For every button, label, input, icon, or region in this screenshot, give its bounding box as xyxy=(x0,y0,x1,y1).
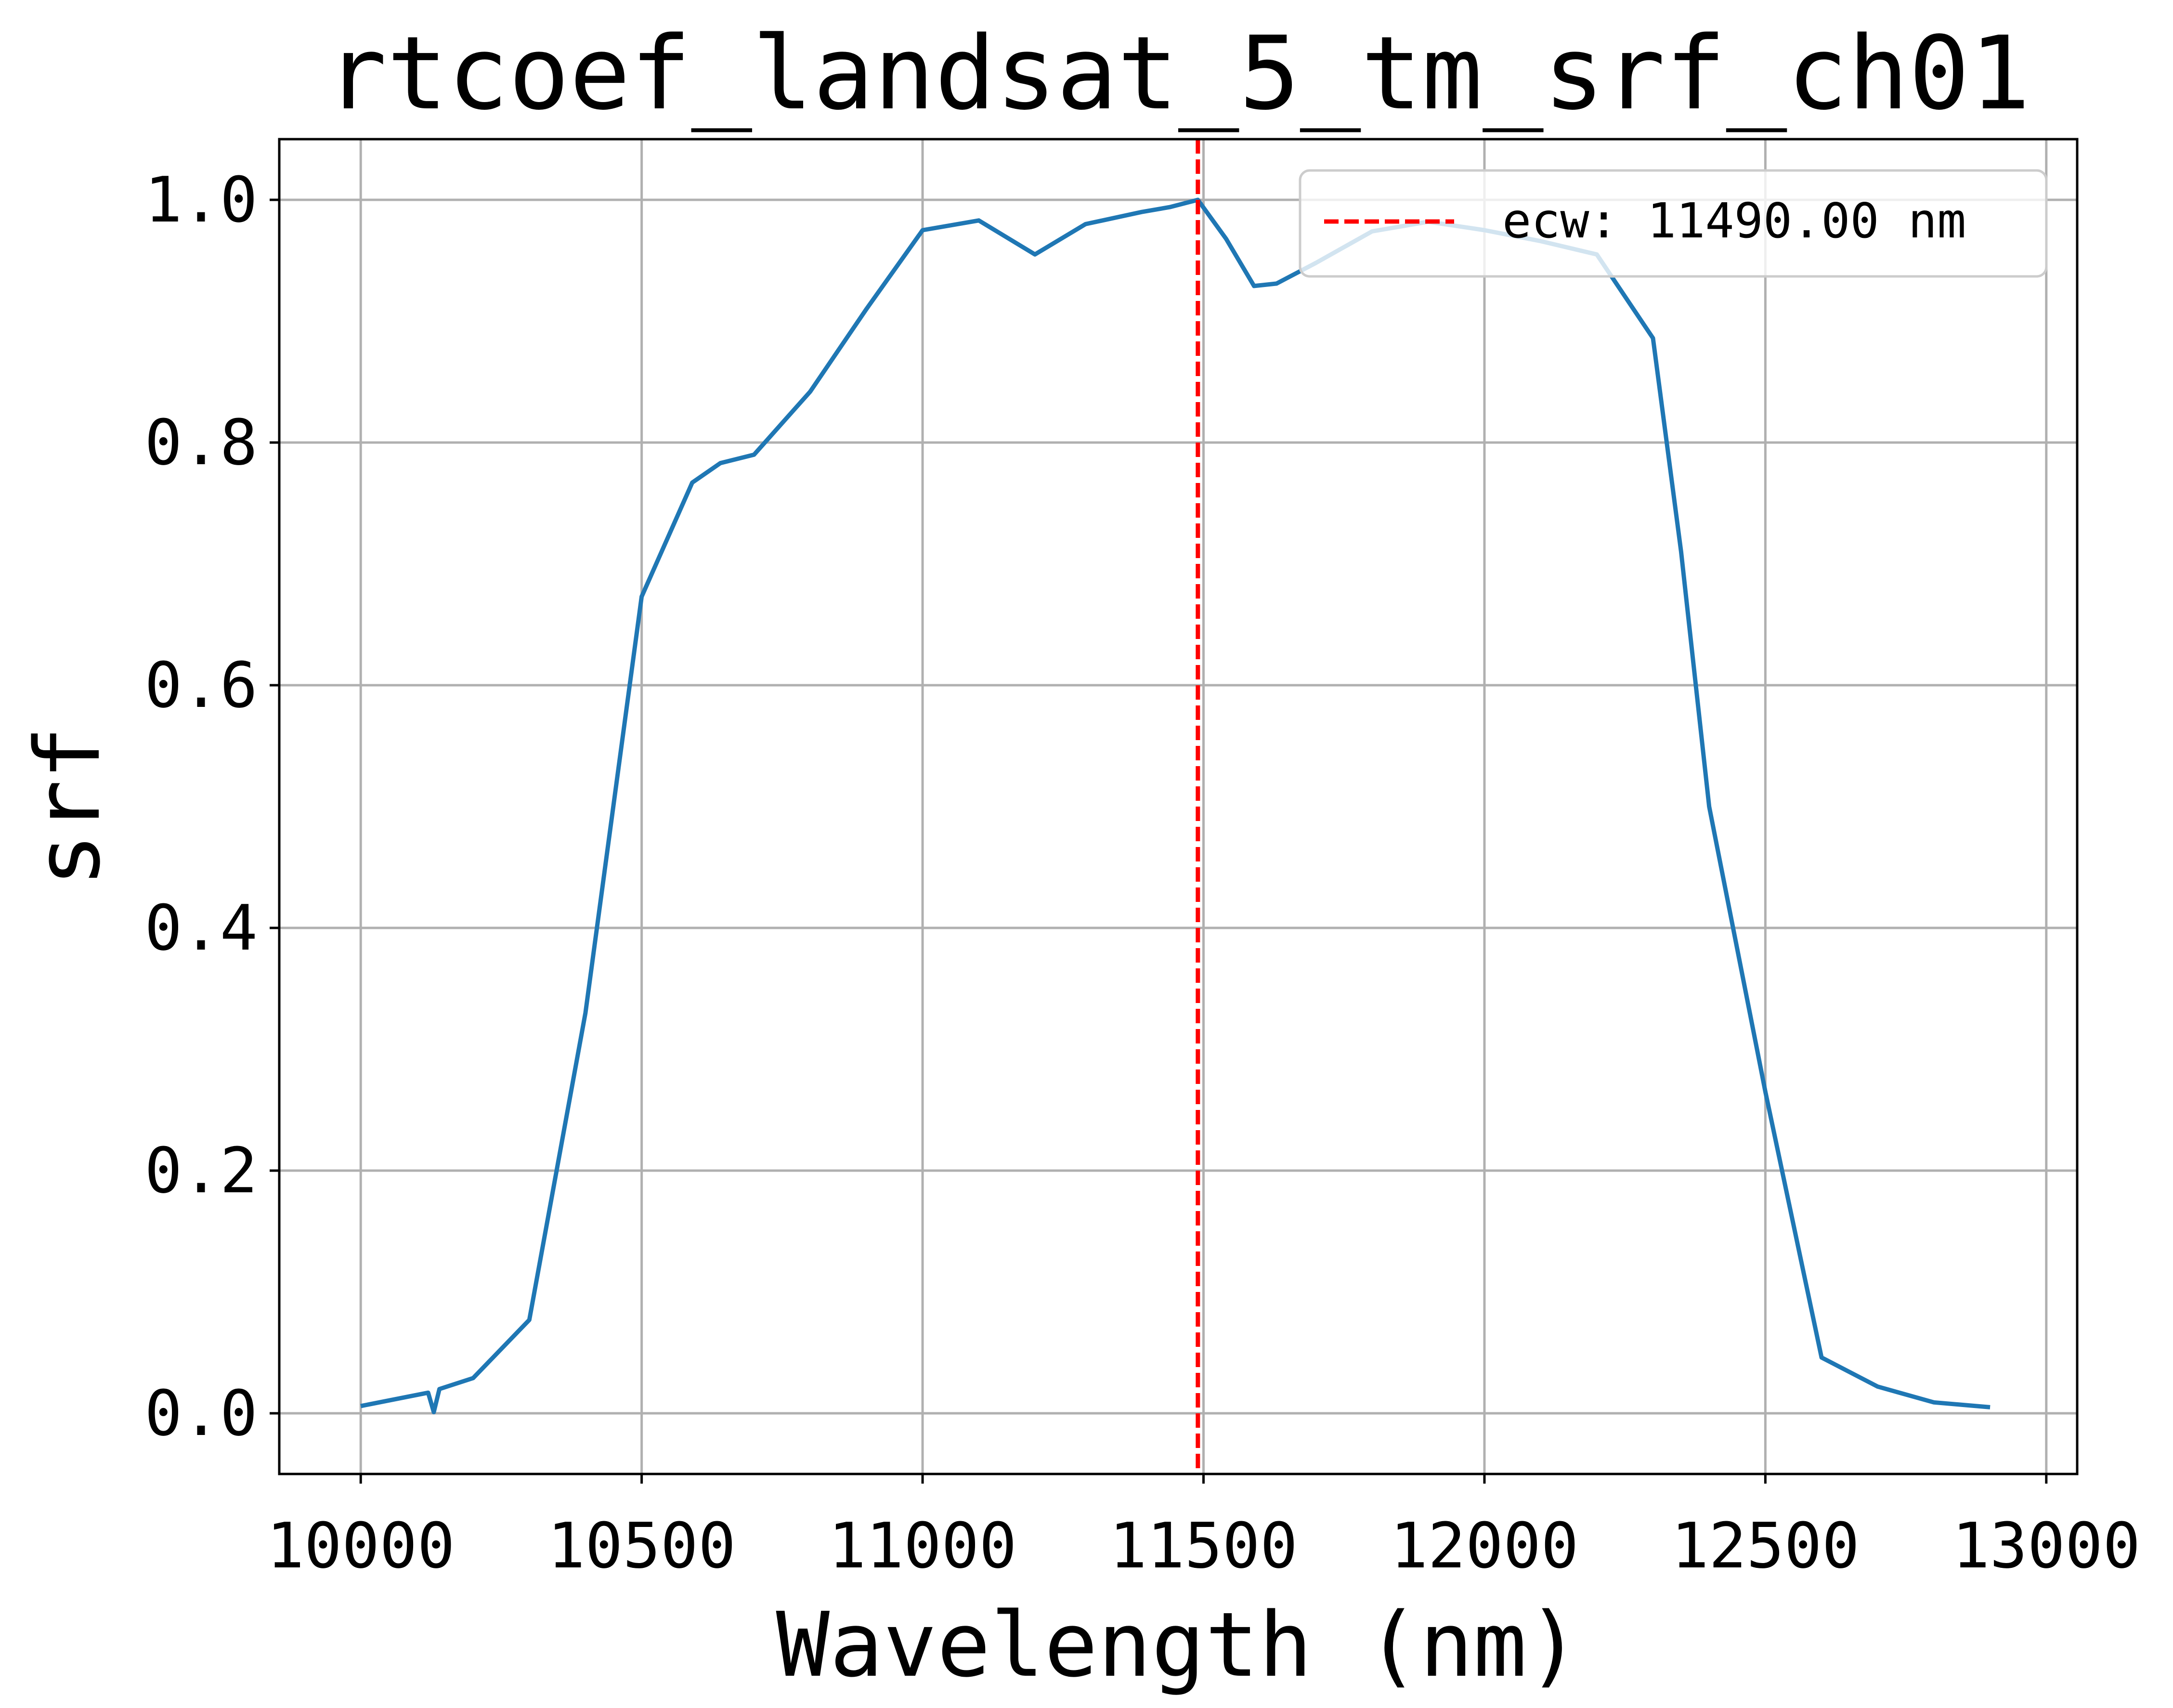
plot-frame xyxy=(278,138,2079,1475)
x-tick-label: 12500 xyxy=(1671,1509,1860,1582)
legend: ecw: 11490.00 nm xyxy=(1299,169,2048,278)
y-tick-label: 0.2 xyxy=(144,1134,258,1207)
x-tick-label: 10000 xyxy=(267,1509,455,1582)
x-tick-label: 10500 xyxy=(547,1509,736,1582)
y-tick-label: 0.4 xyxy=(144,891,258,965)
x-tick-label: 12000 xyxy=(1390,1509,1578,1582)
legend-box xyxy=(1299,169,2048,278)
chart-title: rtcoef_landsat_5_tm_srf_ch01 xyxy=(326,14,2030,132)
x-tick-label: 11000 xyxy=(828,1509,1016,1582)
y-axis-label: srf xyxy=(16,726,120,887)
series-layer xyxy=(360,197,1991,1414)
y-tick-label: 0.0 xyxy=(144,1377,258,1450)
x-tick-label: 13000 xyxy=(1952,1509,2140,1582)
x-tick-label: 11500 xyxy=(1109,1509,1298,1582)
legend-label: ecw: 11490.00 nm xyxy=(1502,193,1966,249)
grid-layer xyxy=(279,139,2077,1474)
y-tick-label: 0.6 xyxy=(144,649,258,722)
x-axis-label: Wavelength (nm) xyxy=(776,1593,1581,1697)
srf-series-line xyxy=(360,197,1991,1414)
y-tick-label: 1.0 xyxy=(144,163,258,236)
ticks-layer: 10000 10500 11000 11500 12000 12500 13000 0.0 0.… xyxy=(144,163,2140,1582)
y-tick-label: 0.8 xyxy=(144,406,258,479)
